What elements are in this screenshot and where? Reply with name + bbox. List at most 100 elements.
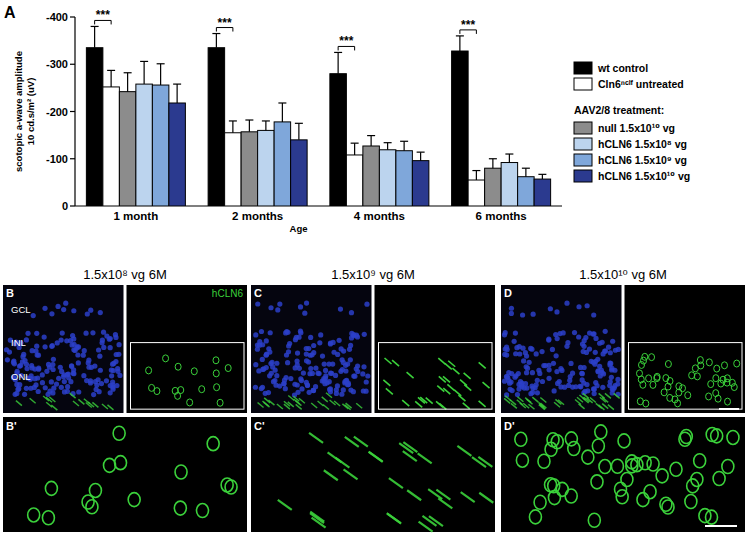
legend-label: hCLN6 1.5x10¹⁰ vg [598,170,690,182]
nucleus [42,335,47,340]
nucleus [298,329,303,334]
green-cell [636,370,642,377]
nucleus [65,384,70,389]
nucleus [267,373,272,378]
nucleus [525,366,530,371]
nucleus [255,347,260,352]
bar [501,163,518,206]
nucleus [5,357,10,362]
error-cap [472,170,480,171]
nucleus [109,373,114,378]
nucleus [281,381,286,386]
nucleus [35,352,40,357]
nucleus [24,386,29,391]
green-signal [445,363,452,369]
nucleus [587,346,592,351]
green-cell [196,504,208,518]
green-signal [464,373,471,379]
nucleus [582,365,587,370]
nucleus [597,364,602,369]
nucleus [84,378,89,383]
nucleus [305,383,310,388]
nucleus [11,358,16,363]
panel-letter: B' [6,420,17,432]
nucleus [302,311,307,316]
error-bar [384,143,392,150]
nucleus [580,371,585,376]
layer-label: ONL [11,371,31,382]
green-cell [731,384,737,391]
nucleus [94,383,99,388]
green-cell [713,375,719,382]
nucleus [110,385,115,390]
nucleus [96,347,101,352]
nucleus [355,369,360,374]
layer-label: GCL [11,304,31,315]
nucleus [341,387,346,392]
nucleus [348,357,353,362]
error-stem [232,121,233,133]
bar [534,179,551,206]
nucleus [591,331,596,336]
nucleus [274,361,279,366]
error-bar [91,26,99,47]
significance-label: *** [461,18,475,32]
green-signal [70,393,76,398]
error-bar [295,123,303,140]
error-cap [157,63,165,64]
error-cap [522,168,530,169]
green-cell [174,501,186,515]
nucleus [75,352,80,357]
error-stem [144,61,145,84]
nucleus [593,350,598,355]
layer-label: INL [11,337,26,348]
nucleus [363,389,368,394]
green-signal [605,393,611,398]
nucleus [305,382,310,387]
nucleus [606,345,611,350]
nucleus [91,392,96,397]
green-channel-image [375,285,496,413]
nucleus [527,360,532,365]
green-cell [656,469,668,483]
nucleus [295,350,300,355]
green-signal [264,402,270,407]
nucleus [115,366,120,371]
green-signal [505,396,511,401]
green-cell [698,362,704,369]
legend-label: null 1.5x10¹⁰ vg [598,122,675,134]
nucleus [337,338,342,343]
nucleus [260,357,265,362]
error-bar [140,61,148,84]
nucleus [117,373,122,378]
green-cell [565,432,577,446]
nucleus [517,344,522,349]
green-signal [584,397,590,402]
green-cell [694,373,700,380]
significance-label: *** [339,34,353,48]
nucleus [509,306,514,311]
green-cell [638,361,644,368]
green-cell [676,383,682,390]
nucleus [311,388,316,393]
nucleus [273,383,278,388]
nucleus [47,365,52,370]
green-cell [214,384,220,391]
green-cell [650,381,656,388]
bar [330,74,347,206]
nucleus [259,329,264,334]
green-signal [447,384,454,390]
nucleus [603,329,608,334]
error-cap [489,158,497,159]
green-cell [591,475,603,489]
nucleus [593,336,598,341]
green-cell [685,495,697,509]
nucleus [111,361,116,366]
green-signal [479,401,486,407]
y-tick [70,16,75,17]
nucleus [323,368,328,373]
nucleus [534,351,539,356]
green-signal [322,397,328,402]
error-cap [107,70,115,71]
nucleus [255,301,260,306]
